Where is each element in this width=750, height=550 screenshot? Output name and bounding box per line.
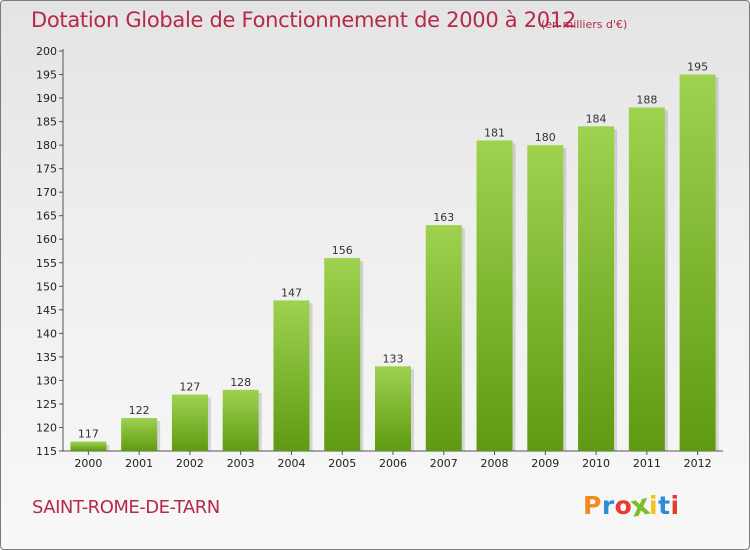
y-tick-label: 165 xyxy=(36,210,57,223)
bar-2007 xyxy=(425,225,462,451)
data-label-2004: 147 xyxy=(281,286,302,299)
data-label-2002: 127 xyxy=(179,381,200,394)
x-tick-label-2008: 2008 xyxy=(481,457,509,470)
y-tick-label: 185 xyxy=(36,116,57,129)
y-tick-label: 175 xyxy=(36,163,57,176)
y-tick-label: 150 xyxy=(36,280,57,293)
bar-2011 xyxy=(628,107,665,452)
y-tick-label: 140 xyxy=(36,327,57,340)
x-tick-label-2007: 2007 xyxy=(430,457,458,470)
y-tick-label: 190 xyxy=(36,92,57,105)
data-label-2006: 133 xyxy=(383,352,404,365)
x-tick-label-2004: 2004 xyxy=(277,457,305,470)
x-tick-label-2006: 2006 xyxy=(379,457,407,470)
x-tick-label-2000: 2000 xyxy=(74,457,102,470)
data-label-2008: 181 xyxy=(484,126,505,139)
bar-2005 xyxy=(324,258,361,451)
y-tick-label: 160 xyxy=(36,233,57,246)
y-tick-label: 155 xyxy=(36,257,57,270)
x-tick-label-2011: 2011 xyxy=(633,457,661,470)
y-tick-label: 200 xyxy=(36,45,57,58)
commune-name: SAINT-ROME-DE-TARN xyxy=(32,497,220,518)
data-label-2001: 122 xyxy=(129,404,150,417)
bar-2010 xyxy=(578,126,615,451)
chart-axes: 115 120 125 130 135 140 145 150 155 160 165 170 175 1… xyxy=(36,45,723,470)
y-tick-label: 170 xyxy=(36,186,57,199)
x-tick-label-2003: 2003 xyxy=(227,457,255,470)
data-label-2000: 117 xyxy=(78,428,99,441)
y-tick-label: 195 xyxy=(36,69,57,82)
data-label-2009: 180 xyxy=(535,131,556,144)
chart-data-labels: 117 122 127 128 147 156 133 163 181 180 184 188 195 xyxy=(78,61,708,441)
bar-2012 xyxy=(679,74,716,451)
x-tick-label-2010: 2010 xyxy=(582,457,610,470)
logo-letter: P xyxy=(583,491,602,520)
bar-2003 xyxy=(222,389,259,451)
bar-2002 xyxy=(171,394,208,451)
bar-2009 xyxy=(527,145,564,451)
data-label-2007: 163 xyxy=(433,211,454,224)
x-tick-label-2005: 2005 xyxy=(328,457,356,470)
chart-unit-note: (en milliers d'€) xyxy=(541,18,628,31)
bar-2006 xyxy=(375,366,411,451)
chart-bars xyxy=(70,74,719,452)
logo-letter: o xyxy=(614,491,633,520)
logo-letter: i xyxy=(649,491,659,520)
x-tick-label-2012: 2012 xyxy=(684,457,712,470)
logo-letter: t xyxy=(658,491,671,520)
data-label-2003: 128 xyxy=(230,376,251,389)
logo-letter: i xyxy=(670,491,680,520)
y-tick-label: 120 xyxy=(36,421,57,434)
bar-2008 xyxy=(476,140,513,452)
bar-2004 xyxy=(273,300,310,451)
x-tick-label-2001: 2001 xyxy=(125,457,153,470)
data-label-2011: 188 xyxy=(636,93,657,106)
x-tick-label-2002: 2002 xyxy=(176,457,204,470)
chart-title: Dotation Globale de Fonctionnement de 20… xyxy=(31,8,576,32)
data-label-2005: 156 xyxy=(332,244,353,257)
bar-2000 xyxy=(70,441,107,451)
bar-2001 xyxy=(121,418,158,451)
y-tick-label: 115 xyxy=(36,445,57,458)
x-tick-label-2009: 2009 xyxy=(531,457,559,470)
y-tick-label: 180 xyxy=(36,139,57,152)
data-label-2010: 184 xyxy=(586,112,607,125)
logo-letter: r xyxy=(601,491,615,520)
data-label-2012: 195 xyxy=(687,61,708,74)
y-tick-label: 130 xyxy=(36,374,57,387)
y-tick-label: 135 xyxy=(36,351,57,364)
proxiti-logo: Proxiti xyxy=(583,487,680,524)
y-tick-label: 145 xyxy=(36,304,57,317)
y-tick-label: 125 xyxy=(36,398,57,411)
